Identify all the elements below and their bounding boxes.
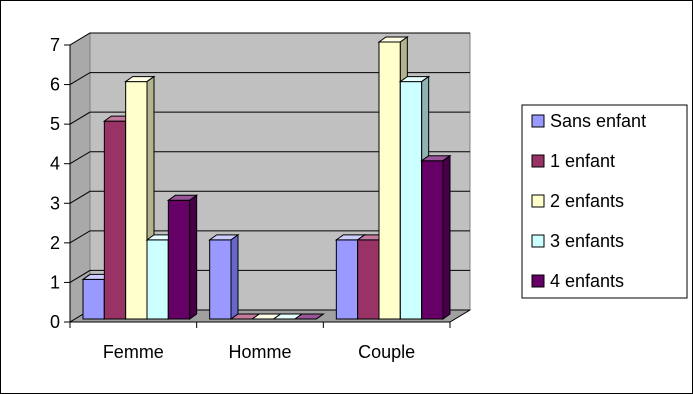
y-tick-label: 2 xyxy=(50,233,60,253)
category-label: Couple xyxy=(358,342,415,362)
bar-front xyxy=(421,160,444,320)
bar-front xyxy=(146,239,169,320)
y-tick-label: 3 xyxy=(50,193,60,213)
category-label: Homme xyxy=(228,342,291,362)
legend-swatch xyxy=(531,114,545,128)
gridline xyxy=(69,32,470,46)
y-tick-label: 7 xyxy=(50,35,60,55)
y-tick-label: 1 xyxy=(50,272,60,292)
legend-label: 3 enfants xyxy=(550,231,624,251)
bar xyxy=(208,233,240,320)
category-labels: Femme Homme Couple xyxy=(103,342,415,362)
gridline xyxy=(69,190,470,204)
x-axis-depth-line xyxy=(449,309,471,323)
bar-side xyxy=(316,313,324,320)
bar-front xyxy=(125,81,148,320)
legend-box xyxy=(521,104,688,299)
legend-swatch xyxy=(531,274,545,288)
bars xyxy=(81,36,452,320)
bar-front xyxy=(357,239,380,320)
bar-front xyxy=(103,120,127,320)
legend-swatch xyxy=(531,234,545,248)
bar-front xyxy=(167,199,191,320)
axes xyxy=(64,44,471,328)
gridline xyxy=(69,151,470,165)
legend-swatch xyxy=(531,194,545,208)
bar-front xyxy=(82,278,105,320)
bar-front xyxy=(399,81,423,320)
bar-front xyxy=(209,239,232,320)
bar-side xyxy=(442,154,451,320)
legend-label: 1 enfant xyxy=(550,151,615,171)
bar-front xyxy=(378,41,401,320)
y-tick-label: 4 xyxy=(50,154,60,174)
legend-label: 4 enfants xyxy=(550,271,624,291)
gridline xyxy=(69,230,470,244)
bar-side xyxy=(230,233,239,320)
bar xyxy=(166,194,199,320)
y-tick-label: 6 xyxy=(50,75,60,95)
y-tick-label: 0 xyxy=(50,312,60,332)
y-tick-labels: 0 1 2 3 4 5 6 7 xyxy=(50,35,60,332)
y-tick-label: 5 xyxy=(50,114,60,134)
legend-swatch xyxy=(531,154,545,168)
legend: Sans enfant 1 enfant 2 enfants 3 enfants 4 e… xyxy=(521,104,688,299)
legend-label: 2 enfants xyxy=(550,191,624,211)
bar xyxy=(420,154,452,320)
bar xyxy=(293,313,325,320)
gridline xyxy=(69,111,470,125)
category-label: Femme xyxy=(103,342,164,362)
legend-label: Sans enfant xyxy=(550,111,646,131)
gridline xyxy=(69,72,470,86)
bar-front xyxy=(335,239,359,320)
bar-side xyxy=(189,194,198,320)
